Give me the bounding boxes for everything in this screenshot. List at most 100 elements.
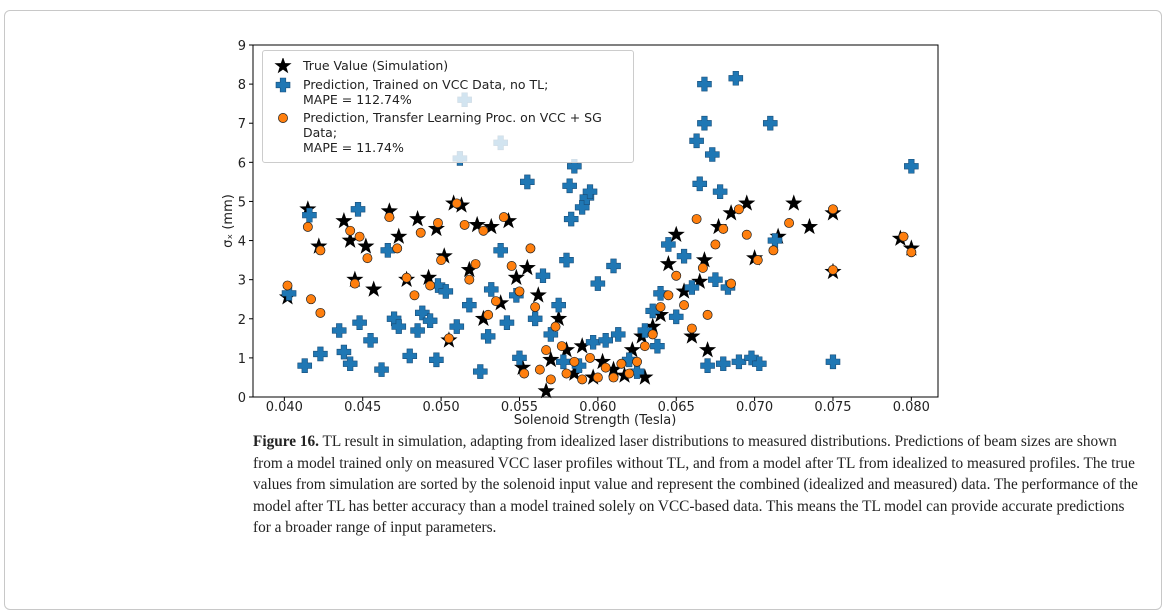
legend: True Value (Simulation) Prediction, Train… (262, 50, 634, 163)
y-tick-label: 5 (238, 195, 246, 210)
circle-marker (491, 296, 501, 307)
star-marker (636, 368, 654, 385)
x-tick-label: 0.070 (736, 400, 773, 415)
circle-marker (663, 290, 674, 301)
legend-entry: True Value (Simulation) (263, 58, 629, 74)
plus-marker (752, 356, 767, 372)
circle-marker (828, 204, 838, 215)
plus-marker (429, 352, 444, 368)
plus-marker (704, 147, 720, 162)
plus-marker (374, 362, 389, 377)
plus-marker (410, 323, 425, 338)
legend-label: Prediction, Trained on VCC Data, no TL; … (303, 77, 549, 107)
plus-marker (331, 323, 347, 338)
circle-marker (655, 302, 666, 312)
circle-marker (415, 227, 426, 238)
y-tick-label: 0 (238, 391, 246, 406)
chart: Solenoid Strength (Tesla) σₓ (mm) 0.040 0… (221, 39, 939, 428)
legend-swatch (274, 58, 292, 74)
star-marker (722, 204, 740, 221)
circle-marker (436, 255, 447, 266)
star-marker (460, 260, 478, 278)
plus-marker (559, 252, 574, 268)
circle-marker (679, 300, 690, 311)
circle-marker (278, 113, 288, 123)
y-tick-label: 1 (238, 352, 246, 367)
y-tick-label: 9 (238, 39, 246, 54)
plus-marker (731, 354, 747, 370)
plus-marker (493, 243, 508, 258)
circle-marker (577, 374, 588, 385)
circle-marker (392, 243, 403, 254)
y-tick-label: 7 (238, 117, 246, 132)
x-tick-label: 0.050 (422, 400, 459, 415)
star-marker (565, 364, 583, 381)
star-marker (390, 227, 408, 244)
star-marker (310, 237, 328, 254)
star-marker (691, 272, 709, 289)
plus-marker (715, 356, 731, 372)
plus-marker (585, 334, 601, 350)
x-tick-label: 0.045 (344, 400, 381, 415)
star-marker (420, 268, 438, 285)
circle-marker (569, 356, 580, 367)
circle-marker (498, 212, 509, 223)
circle-marker (506, 261, 517, 271)
plus-marker (637, 323, 653, 338)
circle-marker (464, 274, 475, 285)
legend-entry: Prediction, Transfer Learning Proc. on V… (263, 110, 629, 155)
star-marker (604, 360, 623, 377)
series-circle (282, 198, 917, 385)
plus-marker (645, 303, 661, 319)
plus-marker (708, 272, 723, 287)
plus-marker (728, 70, 744, 86)
circle-marker (600, 362, 611, 373)
plus-marker (543, 327, 559, 342)
plus-marker (281, 286, 297, 301)
y-tick-label: 2 (238, 313, 246, 328)
circle-marker (409, 290, 420, 301)
star-marker (365, 280, 383, 297)
circle-marker (718, 223, 729, 234)
star-marker (499, 212, 518, 229)
plus-marker (567, 158, 582, 174)
circle-marker (741, 229, 752, 240)
y-tick-label: 6 (238, 156, 246, 171)
y-tick-label: 4 (238, 235, 246, 250)
plus-marker (391, 319, 407, 334)
y-axis-label: σₓ (mm) (221, 194, 236, 248)
plus-marker (668, 309, 684, 325)
plus-marker (422, 313, 438, 329)
star-marker (593, 352, 612, 370)
plus-marker (712, 184, 728, 199)
plus-marker (556, 354, 571, 370)
x-axis-label: Solenoid Strength (Tesla) (514, 413, 677, 428)
star-marker (699, 341, 717, 358)
plus-marker (653, 286, 668, 301)
circle-marker (768, 245, 779, 256)
legend-entry: Prediction, Trained on VCC Data, no TL; … (263, 77, 629, 107)
plus-marker (512, 350, 527, 366)
legend-label: True Value (Simulation) (303, 58, 449, 73)
plus-marker (700, 358, 715, 374)
plus-marker (520, 174, 535, 190)
star-marker (357, 237, 375, 254)
plus-marker (825, 354, 841, 370)
circle-marker (306, 294, 316, 305)
x-tick-label: 0.060 (579, 400, 616, 415)
circle-marker (710, 239, 721, 250)
plus-marker (661, 237, 676, 252)
x-tick-label: 0.075 (814, 400, 851, 415)
circle-marker (550, 321, 561, 332)
plot-area (252, 44, 939, 398)
circle-marker (784, 218, 795, 228)
star-marker (785, 194, 803, 211)
plus-marker (904, 158, 919, 174)
star-marker (683, 327, 701, 344)
star-marker (435, 247, 453, 264)
plus-marker (499, 315, 515, 330)
circle-marker (534, 364, 545, 375)
star-marker (651, 305, 670, 323)
circle-marker (639, 341, 650, 352)
circle-marker (624, 368, 635, 379)
